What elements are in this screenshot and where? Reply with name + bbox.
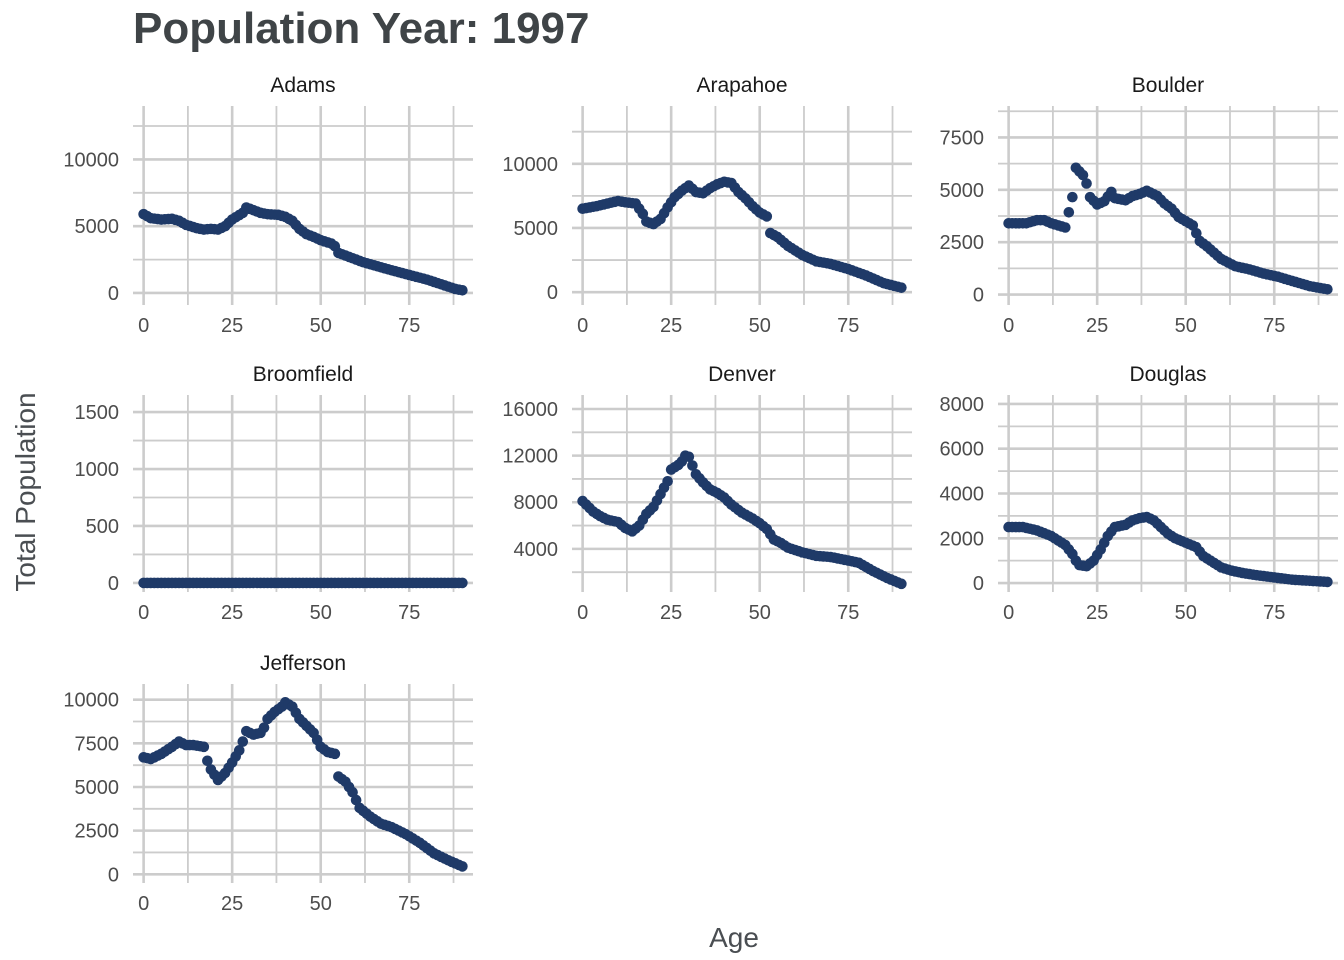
- y-tick-label: 0: [973, 573, 984, 595]
- panel-douglas: Douglas 0 2000 4000 6000 8000 0 25 50 75: [940, 363, 1338, 624]
- x-tick-label: 25: [221, 893, 243, 915]
- y-tick-label: 7500: [75, 733, 120, 755]
- x-tick-label: 50: [1175, 602, 1197, 624]
- y-tick-label: 2500: [940, 232, 985, 254]
- y-tick-label: 2000: [940, 528, 985, 550]
- strip-label-denver: Denver: [708, 363, 776, 386]
- strip-label-adams: Adams: [270, 74, 335, 97]
- strip-label-boulder: Boulder: [1132, 74, 1204, 97]
- data-point: [457, 285, 468, 296]
- x-tick-label: 0: [138, 315, 149, 337]
- x-tick-label: 50: [749, 602, 771, 624]
- y-tick-label: 16000: [502, 399, 558, 421]
- y-tick-label: 0: [108, 283, 119, 305]
- data-point: [687, 460, 698, 471]
- y-tick-label: 4000: [940, 484, 985, 506]
- data-point: [202, 755, 213, 767]
- y-tick-label: 6000: [940, 439, 985, 461]
- data-point: [198, 741, 210, 753]
- x-tick-label: 0: [138, 602, 149, 624]
- data-point: [258, 722, 270, 733]
- y-tick-label: 5000: [75, 216, 120, 238]
- x-tick-label: 75: [1263, 602, 1285, 624]
- data-point: [761, 211, 773, 222]
- y-tick-label: 500: [86, 516, 119, 538]
- data-point: [896, 578, 907, 590]
- y-tick-label: 1000: [75, 459, 120, 481]
- chart-title: Population Year: 1997: [133, 4, 589, 53]
- y-tick-label: 5000: [940, 180, 985, 202]
- data-point: [662, 475, 673, 487]
- x-tick-label: 50: [749, 315, 771, 337]
- x-tick-label: 75: [837, 602, 859, 624]
- x-tick-label: 0: [1003, 602, 1014, 624]
- y-tick-label: 10000: [502, 154, 558, 176]
- panel-denver: Denver 4000 8000 12000 16000 0 25 50 75: [502, 363, 912, 624]
- strip-label-broomfield: Broomfield: [253, 363, 353, 386]
- y-tick-label: 2500: [75, 821, 120, 843]
- x-tick-label: 25: [660, 602, 682, 624]
- x-tick-label: 75: [398, 315, 420, 337]
- data-point: [1063, 207, 1075, 218]
- y-tick-label: 7500: [940, 127, 985, 149]
- panel-broomfield: Broomfield 0 500 1000 1500 0 25 50 75: [75, 363, 473, 624]
- y-tick-label: 0: [547, 282, 558, 304]
- y-tick-label: 12000: [502, 446, 558, 468]
- x-tick-label: 75: [1263, 315, 1285, 337]
- x-tick-label: 75: [398, 602, 420, 624]
- strip-label-jefferson: Jefferson: [260, 652, 346, 675]
- y-axis-title: Total Population: [10, 392, 41, 591]
- y-tick-label: 0: [108, 573, 119, 595]
- x-tick-label: 0: [577, 602, 588, 624]
- x-tick-label: 50: [1175, 315, 1197, 337]
- data-point: [1077, 169, 1089, 181]
- data-point: [1081, 178, 1092, 189]
- x-tick-label: 0: [1003, 315, 1014, 337]
- y-tick-label: 5000: [75, 777, 120, 799]
- data-point: [233, 745, 245, 756]
- panel-jefferson: Jefferson 0 2500 5000 7500 10000 0 25 50 75: [63, 652, 473, 915]
- x-tick-label: 0: [138, 893, 149, 915]
- y-tick-label: 0: [108, 864, 119, 886]
- x-tick-label: 25: [1086, 315, 1108, 337]
- y-tick-label: 0: [973, 285, 984, 307]
- data-point: [1322, 576, 1333, 588]
- panel-boulder: Boulder 0 2500 5000 7500 0 25 50 75: [940, 74, 1338, 337]
- data-point: [457, 577, 468, 589]
- data-point: [1059, 222, 1071, 233]
- y-tick-label: 10000: [63, 690, 119, 712]
- x-tick-label: 25: [660, 315, 682, 337]
- data-point: [683, 451, 695, 463]
- x-tick-label: 75: [398, 893, 420, 915]
- x-tick-label: 0: [577, 315, 588, 337]
- y-tick-label: 10000: [63, 149, 119, 171]
- strip-label-douglas: Douglas: [1129, 363, 1206, 386]
- y-tick-label: 8000: [940, 394, 985, 416]
- x-tick-label: 50: [310, 315, 332, 337]
- y-tick-label: 4000: [514, 539, 559, 561]
- y-tick-label: 8000: [514, 492, 559, 514]
- panel-adams: Adams 0 5000 10000 0 25 50 75: [63, 74, 473, 337]
- x-tick-label: 75: [837, 315, 859, 337]
- data-point: [1322, 283, 1333, 295]
- panel-arapahoe: Arapahoe 0 5000 10000 0 25 50 75: [502, 74, 912, 337]
- x-tick-label: 25: [221, 602, 243, 624]
- y-tick-label: 1500: [75, 402, 120, 424]
- data-point: [237, 736, 249, 747]
- data-point: [1067, 191, 1078, 203]
- x-tick-label: 25: [221, 315, 243, 337]
- x-tick-label: 50: [310, 893, 332, 915]
- data-point: [457, 861, 468, 872]
- data-point: [329, 748, 341, 760]
- x-tick-label: 50: [310, 602, 332, 624]
- strip-label-arapahoe: Arapahoe: [696, 74, 787, 97]
- x-axis-title: Age: [709, 922, 759, 953]
- data-point: [896, 282, 907, 293]
- x-tick-label: 25: [1086, 602, 1108, 624]
- y-tick-label: 5000: [514, 218, 559, 240]
